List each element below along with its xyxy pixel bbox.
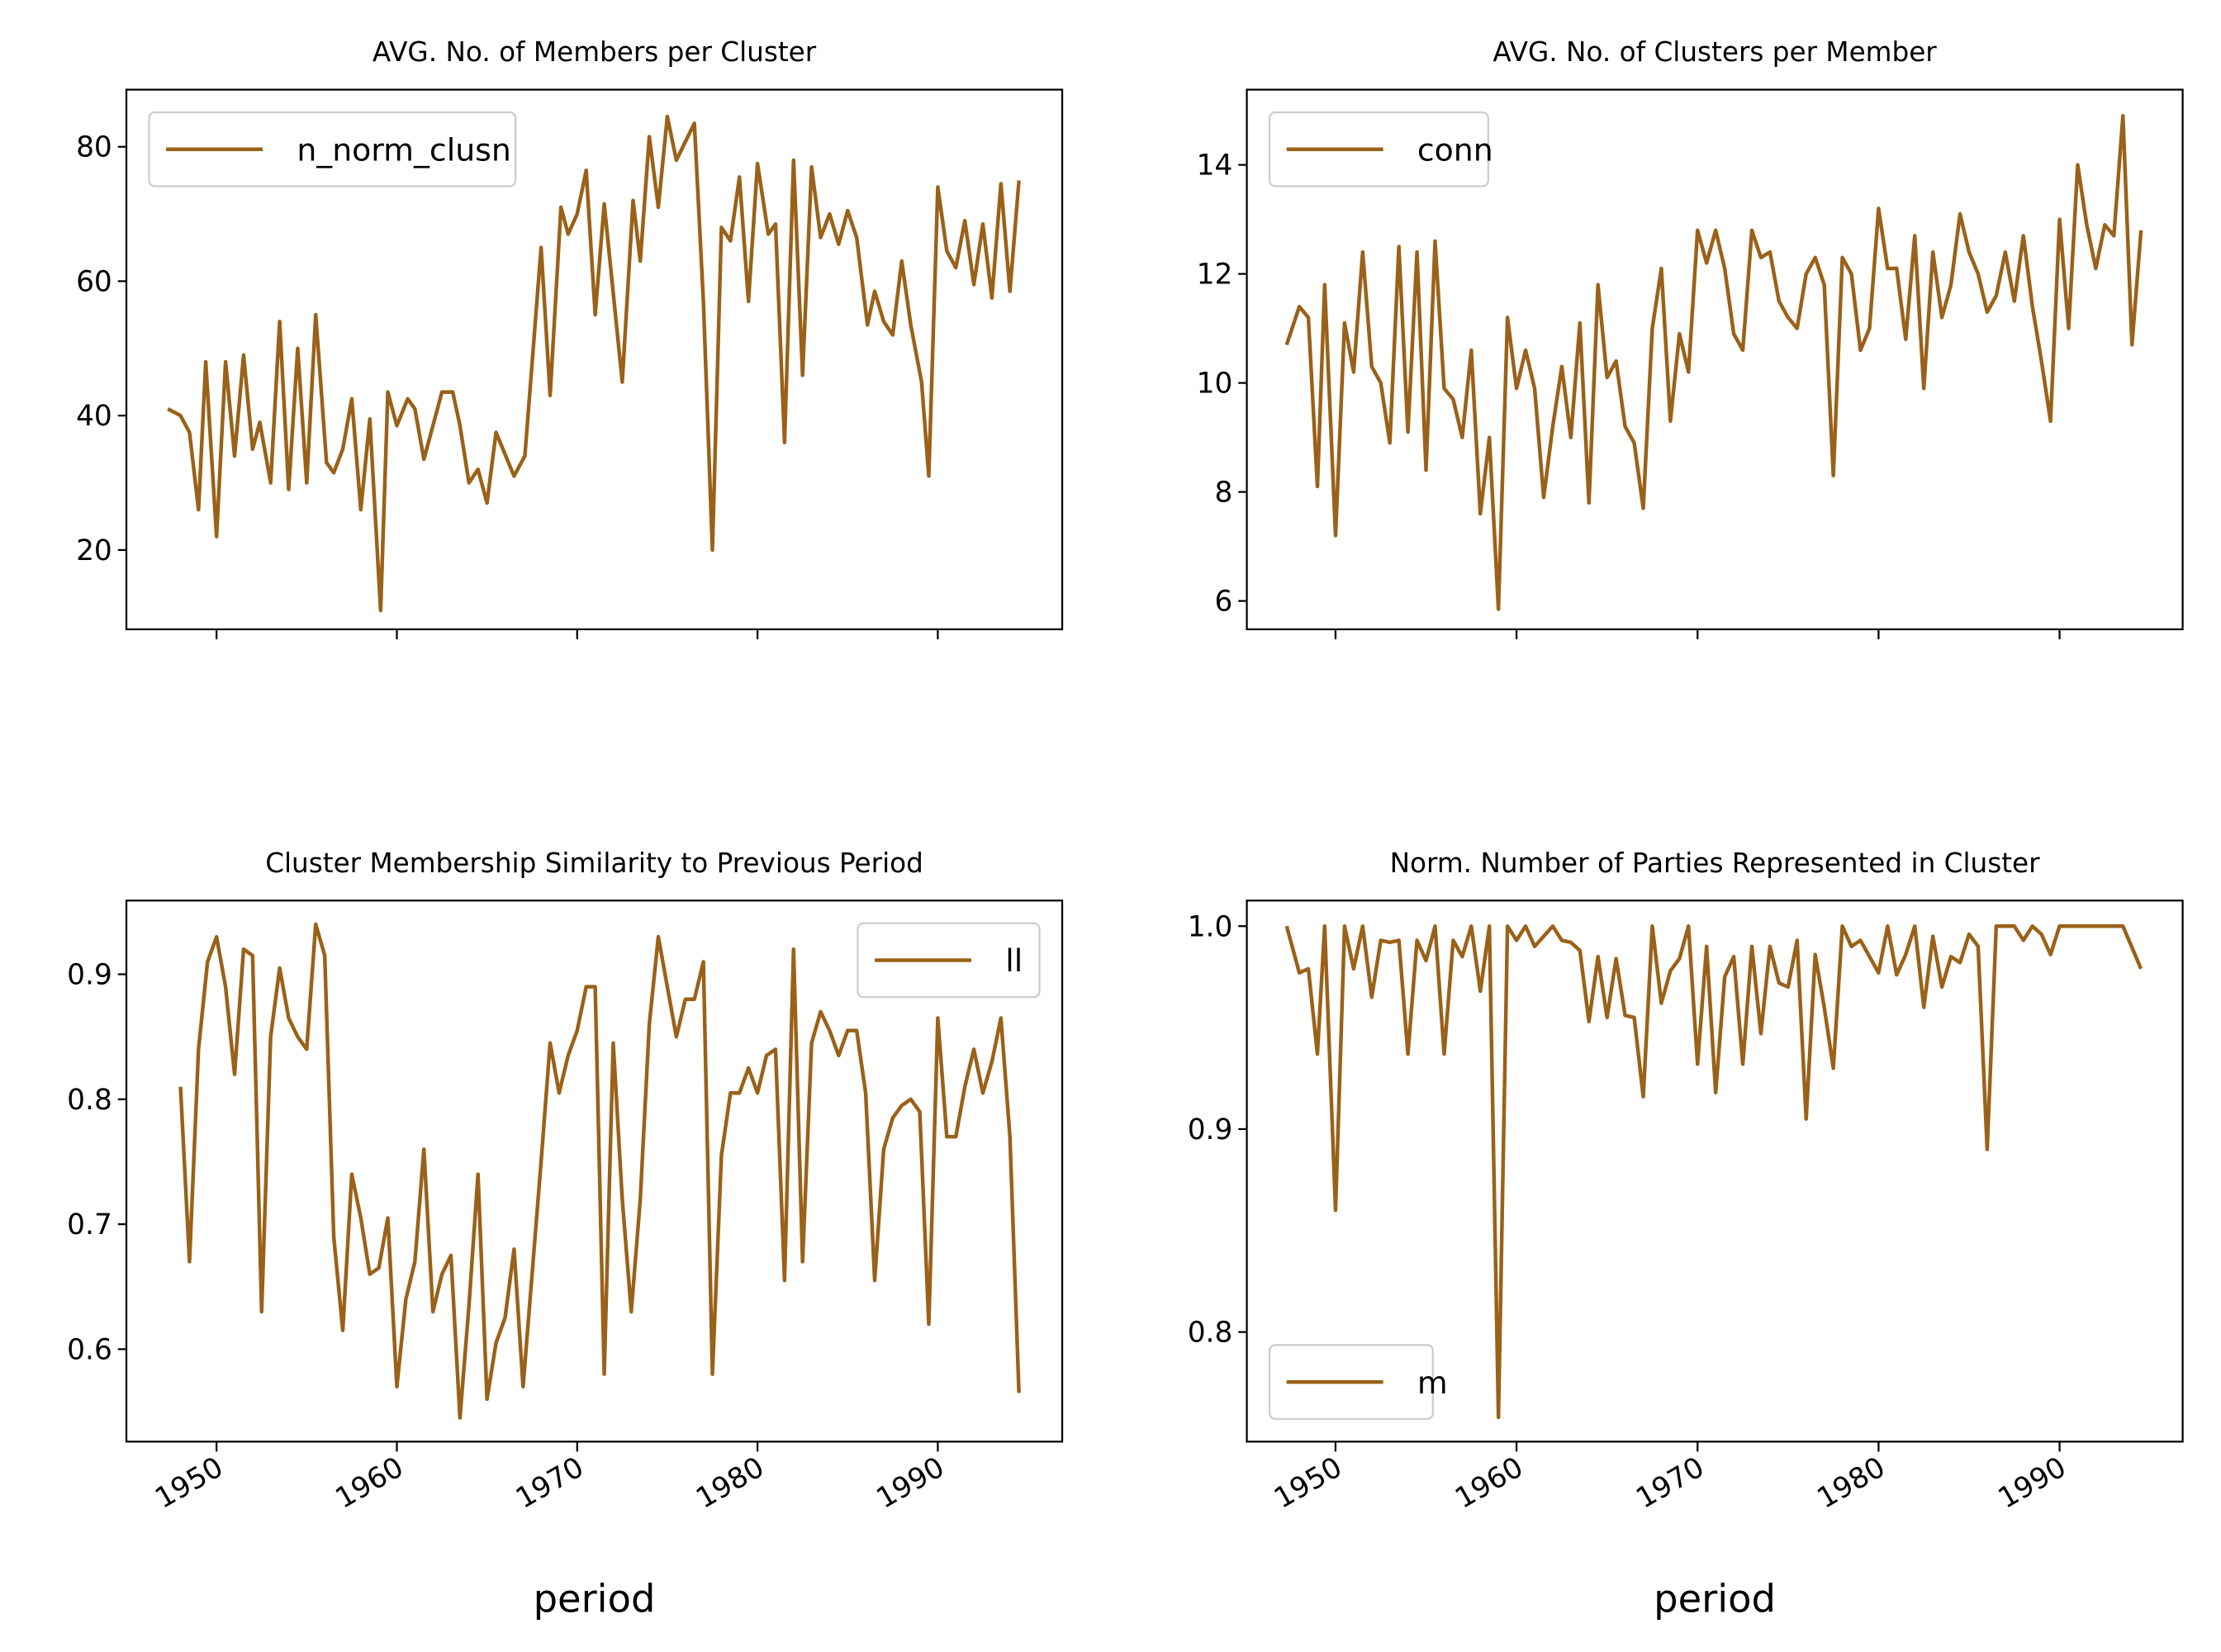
y-tick-label: 6 (1214, 586, 1232, 619)
x-tick-label: 1980 (691, 1450, 770, 1515)
plot-area (1284, 113, 2143, 611)
y-tick-label: 14 (1197, 150, 1233, 183)
data-line (1284, 923, 2143, 1420)
axes-frame (1246, 88, 2184, 630)
subplot-title: Norm. Number of Parties Represented in C… (1390, 847, 2041, 879)
y-tick-label: 1.0 (1188, 910, 1233, 943)
y-tick-label: 0.8 (67, 1084, 112, 1117)
axes-frame (125, 88, 1064, 630)
y-tick-label: 8 (1214, 477, 1232, 510)
data-line (167, 114, 1021, 613)
subplot: Cluster Membership Similarity to Previou… (67, 847, 1064, 1621)
x-axis-label: period (1654, 1577, 1776, 1621)
x-tick-label: 1950 (149, 1450, 229, 1515)
x-tick-label: 1980 (1811, 1450, 1891, 1515)
axes-frame (125, 900, 1064, 1443)
data-line (1284, 113, 2143, 611)
subplot-title: AVG. No. of Members per Cluster (373, 36, 817, 68)
x-tick-label: 1970 (510, 1450, 590, 1515)
plot-area (1284, 923, 2143, 1420)
y-tick-label: 20 (76, 534, 112, 567)
subplot: AVG. No. of Members per Cluster 20 40 60 80 n… (76, 36, 1064, 639)
y-tick-label: 12 (1197, 259, 1233, 292)
x-tick-label: 1970 (1630, 1450, 1710, 1515)
legend-label: n_norm_clusn (297, 132, 511, 169)
axes-frame (1246, 900, 2184, 1443)
legend-label: ll (1005, 942, 1023, 979)
y-tick-label: 10 (1197, 368, 1233, 401)
y-tick-label: 0.9 (67, 959, 112, 992)
plot-area (178, 922, 1021, 1420)
y-tick-label: 40 (76, 400, 112, 433)
y-tick-label: 0.8 (1188, 1317, 1233, 1350)
subplot: Norm. Number of Parties Represented in C… (1188, 847, 2184, 1621)
y-tick-label: 80 (76, 131, 112, 164)
y-tick-label: 0.6 (67, 1333, 112, 1366)
y-tick-label: 0.9 (1188, 1113, 1233, 1146)
x-tick-label: 1960 (1450, 1450, 1529, 1515)
plot-area (167, 114, 1021, 613)
subplot-title: AVG. No. of Clusters per Member (1493, 36, 1937, 68)
y-tick-label: 60 (76, 265, 112, 298)
x-axis-label: period (534, 1577, 656, 1621)
legend-label: m (1417, 1365, 1448, 1401)
data-line (178, 922, 1021, 1420)
x-tick-label: 1960 (330, 1450, 410, 1515)
subplot-title: Cluster Membership Similarity to Previou… (265, 847, 923, 879)
subplot: AVG. No. of Clusters per Member 6 8 10 12 14 c… (1197, 36, 2184, 639)
legend-box (148, 111, 517, 188)
x-tick-label: 1990 (1993, 1450, 2072, 1515)
x-tick-label: 1990 (871, 1450, 950, 1515)
legend-label: conn (1417, 132, 1493, 169)
x-tick-label: 1950 (1269, 1450, 1348, 1515)
y-tick-label: 0.7 (67, 1208, 112, 1241)
